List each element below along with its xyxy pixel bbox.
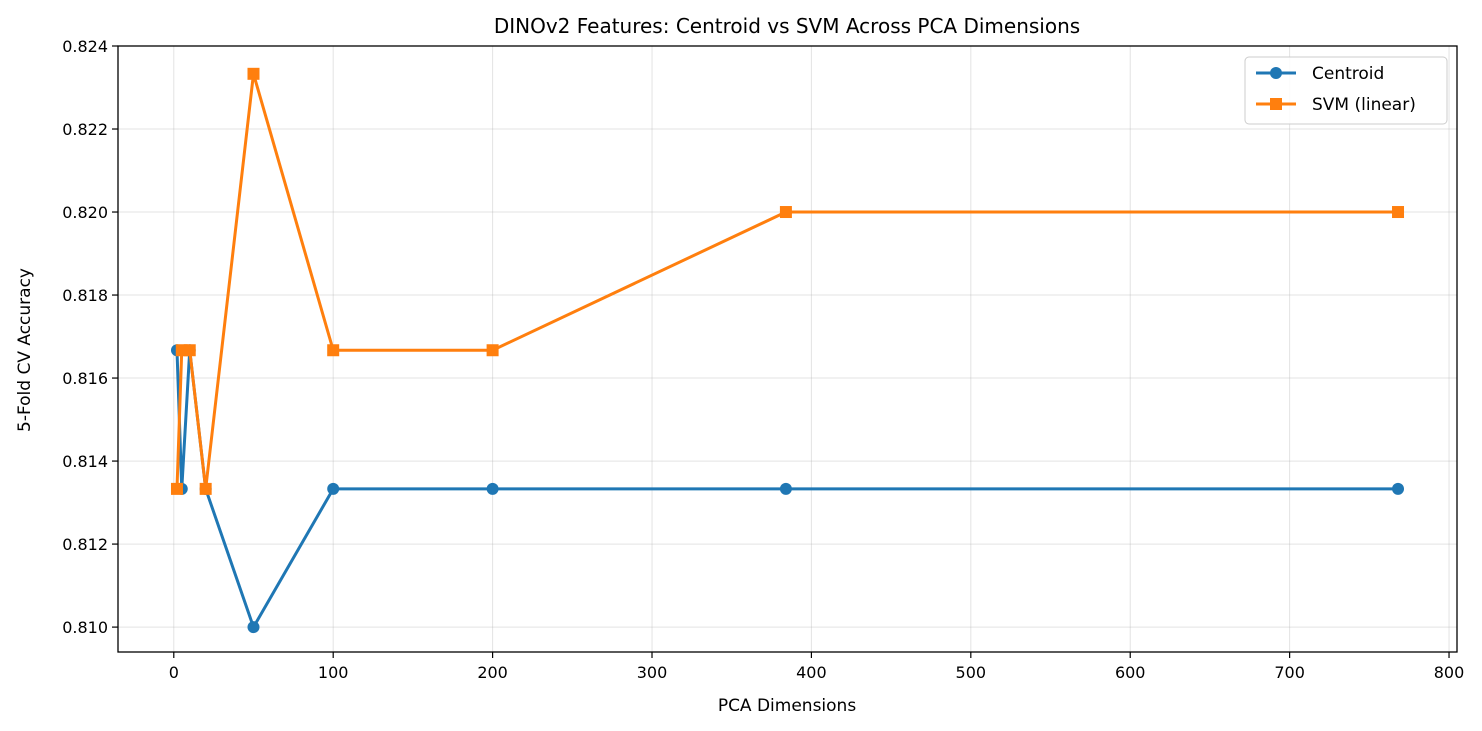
legend-marker-centroid <box>1270 67 1282 79</box>
y-axis-title: 5-Fold CV Accuracy <box>15 268 35 432</box>
x-tick-label: 200 <box>477 663 508 682</box>
grid <box>118 45 1457 652</box>
data-point-svm-linear <box>779 206 792 219</box>
y-tick-label: 0.824 <box>62 37 108 56</box>
y-tick-label: 0.820 <box>62 203 108 222</box>
series-svm-linear <box>170 67 1405 495</box>
data-point-centroid <box>779 482 792 495</box>
x-tick-label: 500 <box>956 663 987 682</box>
plot-frame <box>117 45 1458 653</box>
x-tick-label: 700 <box>1274 663 1305 682</box>
series-centroid <box>170 344 1405 634</box>
legend-label-centroid: Centroid <box>1312 64 1384 84</box>
data-point-svm-linear <box>247 67 260 80</box>
data-point-svm-linear <box>199 482 212 495</box>
y-tick-label: 0.822 <box>62 120 108 139</box>
y-tick-label: 0.812 <box>62 535 108 554</box>
x-axis-title: PCA Dimensions <box>718 696 857 716</box>
chart-title: DINOv2 Features: Centroid vs SVM Across … <box>494 14 1080 38</box>
x-tick-label: 800 <box>1434 663 1465 682</box>
legend-label-svm: SVM (linear) <box>1312 95 1416 115</box>
data-point-svm-linear <box>170 482 183 495</box>
x-tick-label: 600 <box>1115 663 1146 682</box>
legend-marker-svm <box>1270 98 1282 110</box>
data-point-centroid <box>1392 482 1405 495</box>
data-point-svm-linear <box>1392 206 1405 219</box>
axis-ticks: 0 100 200 300 400 500 600 700 800 0.810 0.812 0.814… <box>62 37 1464 682</box>
legend: Centroid SVM (linear) <box>1244 56 1448 125</box>
data-point-centroid <box>486 482 499 495</box>
y-tick-label: 0.816 <box>62 369 108 388</box>
data-point-centroid <box>247 621 260 634</box>
y-tick-label: 0.810 <box>62 618 108 637</box>
y-tick-label: 0.814 <box>62 452 108 471</box>
x-tick-label: 400 <box>796 663 827 682</box>
legend-item-svm: SVM (linear) <box>1256 95 1416 115</box>
data-point-svm-linear <box>486 344 499 357</box>
y-tick-label: 0.818 <box>62 286 108 305</box>
legend-item-centroid: Centroid <box>1256 64 1384 84</box>
data-point-centroid <box>327 482 340 495</box>
x-tick-label: 300 <box>637 663 668 682</box>
data-point-svm-linear <box>327 344 340 357</box>
series-layer <box>170 67 1405 634</box>
data-point-svm-linear <box>183 344 196 357</box>
series-line-svm-linear <box>175 72 1399 491</box>
x-tick-label: 100 <box>318 663 349 682</box>
x-tick-label: 0 <box>169 663 179 682</box>
